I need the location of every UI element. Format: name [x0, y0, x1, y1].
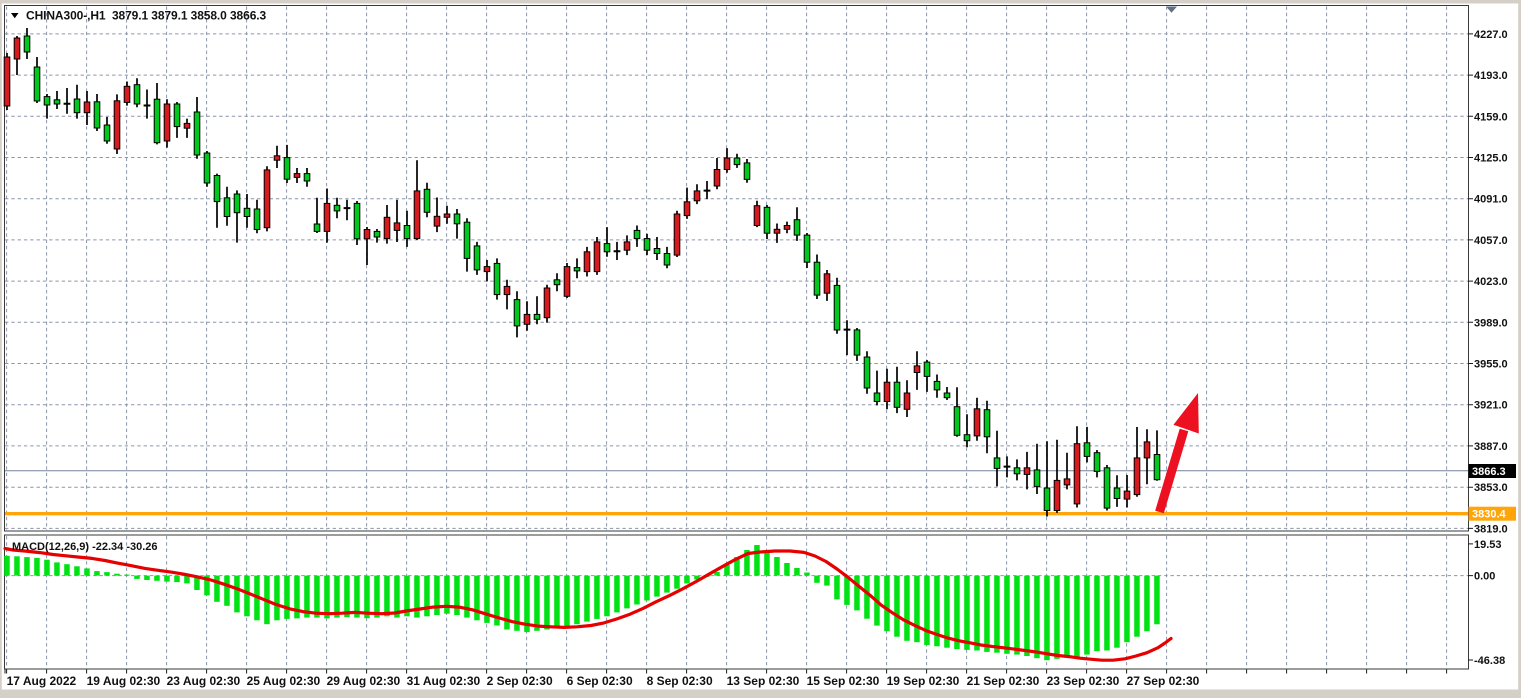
svg-text:31 Aug 02:30: 31 Aug 02:30 [407, 674, 481, 688]
svg-text:-46.38: -46.38 [1474, 655, 1505, 667]
svg-text:3866.3: 3866.3 [1472, 466, 1506, 478]
svg-text:19 Sep 02:30: 19 Sep 02:30 [887, 674, 960, 688]
svg-text:2 Sep 02:30: 2 Sep 02:30 [487, 674, 553, 688]
svg-text:3887.0: 3887.0 [1474, 441, 1508, 453]
svg-text:4227.0: 4227.0 [1474, 29, 1508, 41]
svg-text:3921.0: 3921.0 [1474, 400, 1508, 412]
svg-text:23 Sep 02:30: 23 Sep 02:30 [1047, 674, 1120, 688]
svg-text:19.53: 19.53 [1474, 539, 1502, 551]
svg-text:17 Aug 2022: 17 Aug 2022 [7, 674, 77, 688]
svg-text:23 Aug 02:30: 23 Aug 02:30 [167, 674, 241, 688]
svg-text:3853.0: 3853.0 [1474, 482, 1508, 494]
svg-text:13 Sep 02:30: 13 Sep 02:30 [727, 674, 800, 688]
svg-text:8 Sep 02:30: 8 Sep 02:30 [647, 674, 713, 688]
svg-text:3955.0: 3955.0 [1474, 359, 1508, 371]
svg-text:6 Sep 02:30: 6 Sep 02:30 [567, 674, 633, 688]
svg-text:21 Sep 02:30: 21 Sep 02:30 [967, 674, 1040, 688]
svg-text:4159.0: 4159.0 [1474, 111, 1508, 123]
svg-text:25 Aug 02:30: 25 Aug 02:30 [247, 674, 321, 688]
svg-text:CHINA300-,H1 3879.1 3879.1 38: CHINA300-,H1 3879.1 3879.1 3858.0 3866.3 [26, 9, 266, 23]
svg-text:4057.0: 4057.0 [1474, 235, 1508, 247]
svg-text:4023.0: 4023.0 [1474, 276, 1508, 288]
svg-text:4193.0: 4193.0 [1474, 70, 1508, 82]
svg-text:4125.0: 4125.0 [1474, 153, 1508, 165]
svg-text:15 Sep 02:30: 15 Sep 02:30 [807, 674, 880, 688]
svg-text:MACD(12,26,9) -22.34 -30.26: MACD(12,26,9) -22.34 -30.26 [12, 541, 158, 553]
svg-text:3819.0: 3819.0 [1474, 523, 1508, 535]
svg-text:29 Aug 02:30: 29 Aug 02:30 [327, 674, 401, 688]
svg-text:4091.0: 4091.0 [1474, 194, 1508, 206]
svg-text:0.00: 0.00 [1474, 571, 1495, 583]
svg-text:3830.4: 3830.4 [1472, 509, 1507, 521]
svg-text:19 Aug 02:30: 19 Aug 02:30 [87, 674, 161, 688]
svg-text:27 Sep 02:30: 27 Sep 02:30 [1127, 674, 1200, 688]
svg-text:3989.0: 3989.0 [1474, 317, 1508, 329]
